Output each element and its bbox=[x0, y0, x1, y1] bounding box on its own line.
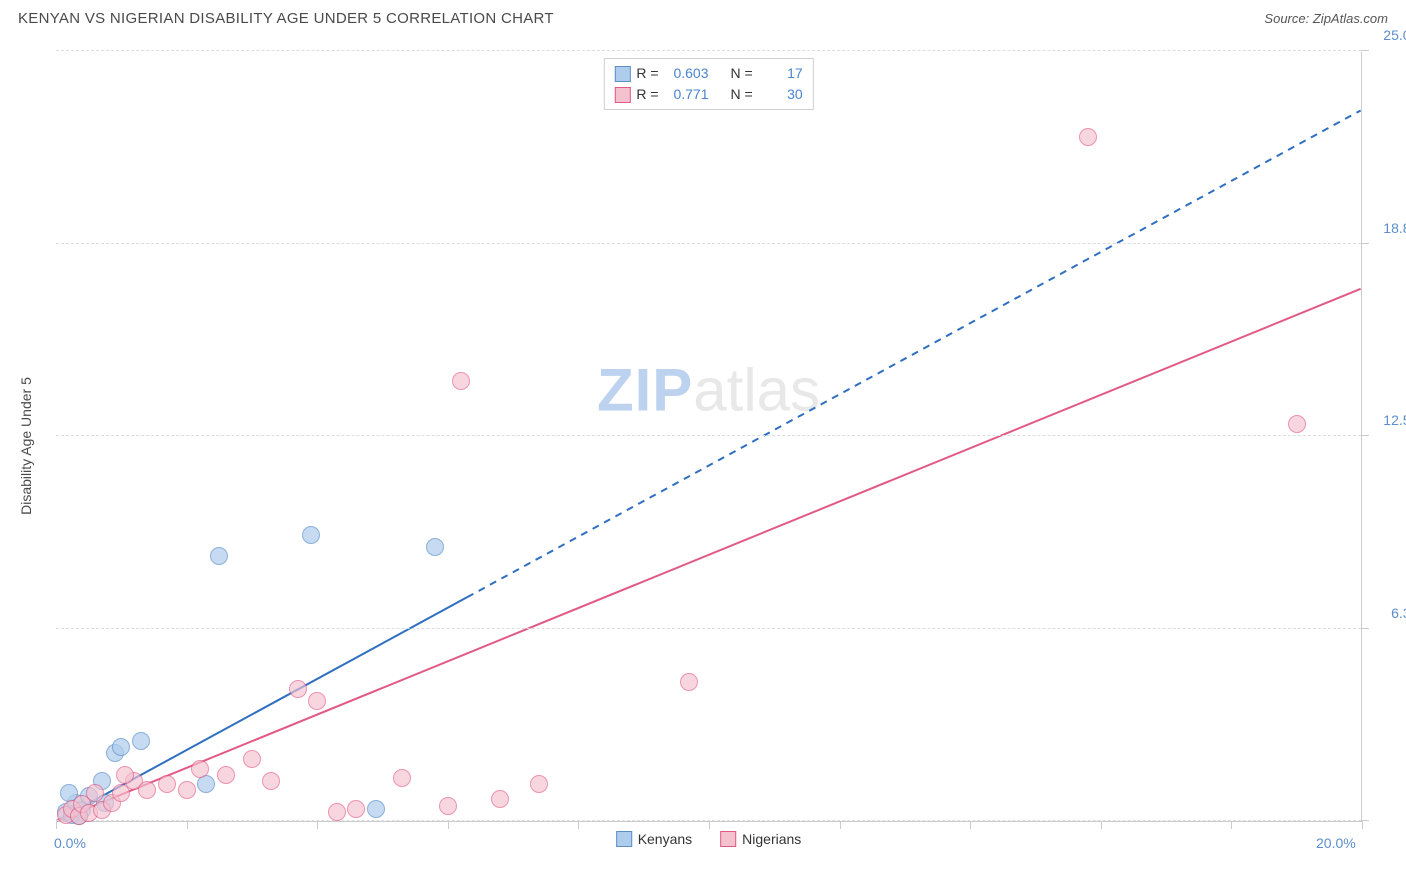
stat-n-label: N = bbox=[731, 63, 753, 84]
data-point bbox=[439, 797, 457, 815]
legend-label: Kenyans bbox=[638, 831, 692, 847]
data-point bbox=[86, 784, 104, 802]
x-tick bbox=[448, 821, 449, 829]
source-label: Source: bbox=[1264, 11, 1309, 26]
data-point bbox=[138, 781, 156, 799]
legend-swatch bbox=[720, 831, 736, 847]
y-tick bbox=[1361, 435, 1369, 436]
data-point bbox=[289, 680, 307, 698]
legend-swatch bbox=[616, 831, 632, 847]
y-tick-label: 12.5% bbox=[1383, 412, 1406, 428]
stat-r-value: 0.771 bbox=[665, 84, 709, 105]
stat-n-label: N = bbox=[731, 84, 753, 105]
data-point bbox=[197, 775, 215, 793]
x-tick bbox=[970, 821, 971, 829]
legend-item: Nigerians bbox=[720, 831, 801, 847]
gridline bbox=[56, 435, 1361, 436]
data-point bbox=[491, 790, 509, 808]
data-point bbox=[132, 732, 150, 750]
data-point bbox=[426, 538, 444, 556]
data-point bbox=[116, 766, 134, 784]
x-tick bbox=[1101, 821, 1102, 829]
y-tick-label: 6.3% bbox=[1391, 605, 1406, 621]
data-point bbox=[328, 803, 346, 821]
y-axis-title: Disability Age Under 5 bbox=[18, 377, 34, 515]
legend-label: Nigerians bbox=[742, 831, 801, 847]
x-tick bbox=[187, 821, 188, 829]
data-point bbox=[178, 781, 196, 799]
chart-title: KENYAN VS NIGERIAN DISABILITY AGE UNDER … bbox=[18, 10, 554, 27]
data-point bbox=[393, 769, 411, 787]
x-tick bbox=[1362, 821, 1363, 829]
stat-r-label: R = bbox=[636, 84, 658, 105]
data-point bbox=[452, 372, 470, 390]
data-point bbox=[680, 673, 698, 691]
data-point bbox=[1288, 415, 1306, 433]
x-tick-label: 0.0% bbox=[54, 835, 86, 851]
y-tick bbox=[1361, 50, 1369, 51]
data-point bbox=[367, 800, 385, 818]
data-point bbox=[347, 800, 365, 818]
x-tick-label: 20.0% bbox=[1316, 835, 1356, 851]
trend-line bbox=[56, 289, 1360, 821]
gridline bbox=[56, 50, 1361, 51]
data-point bbox=[1079, 128, 1097, 146]
data-point bbox=[530, 775, 548, 793]
data-point bbox=[308, 692, 326, 710]
trend-line-dashed bbox=[467, 110, 1360, 597]
y-tick bbox=[1361, 243, 1369, 244]
data-point bbox=[210, 547, 228, 565]
y-tick-label: 18.8% bbox=[1383, 220, 1406, 236]
legend-swatch bbox=[614, 87, 630, 103]
legend-swatch bbox=[614, 66, 630, 82]
stats-box: R = 0.603 N = 17 R = 0.771 N = 30 bbox=[603, 58, 813, 110]
x-tick bbox=[578, 821, 579, 829]
data-point bbox=[217, 766, 235, 784]
scatter-chart: ZIPatlas R =0.603N =17R =0.771N =30 Keny… bbox=[56, 52, 1362, 822]
source-credit: Source: ZipAtlas.com bbox=[1264, 11, 1388, 26]
data-point bbox=[112, 738, 130, 756]
x-tick bbox=[840, 821, 841, 829]
data-point bbox=[302, 526, 320, 544]
data-point bbox=[243, 750, 261, 768]
stats-row: R = 0.771 N = 30 bbox=[614, 84, 802, 105]
x-tick bbox=[1231, 821, 1232, 829]
stat-n-value: 30 bbox=[759, 84, 803, 105]
data-point bbox=[158, 775, 176, 793]
legend: Kenyans Nigerians bbox=[616, 831, 802, 847]
source-value: ZipAtlas.com bbox=[1313, 11, 1388, 26]
stats-row: R = 0.603 N = 17 bbox=[614, 63, 802, 84]
stat-r-value: 0.603 bbox=[665, 63, 709, 84]
x-tick bbox=[709, 821, 710, 829]
x-tick bbox=[56, 821, 57, 829]
stat-n-value: 17 bbox=[759, 63, 803, 84]
data-point bbox=[262, 772, 280, 790]
legend-item: Kenyans bbox=[616, 831, 692, 847]
data-point bbox=[191, 760, 209, 778]
gridline bbox=[56, 628, 1361, 629]
gridline bbox=[56, 243, 1361, 244]
trend-lines bbox=[56, 52, 1361, 821]
y-tick-label: 25.0% bbox=[1383, 27, 1406, 43]
y-tick bbox=[1361, 628, 1369, 629]
stat-r-label: R = bbox=[636, 63, 658, 84]
x-tick bbox=[317, 821, 318, 829]
